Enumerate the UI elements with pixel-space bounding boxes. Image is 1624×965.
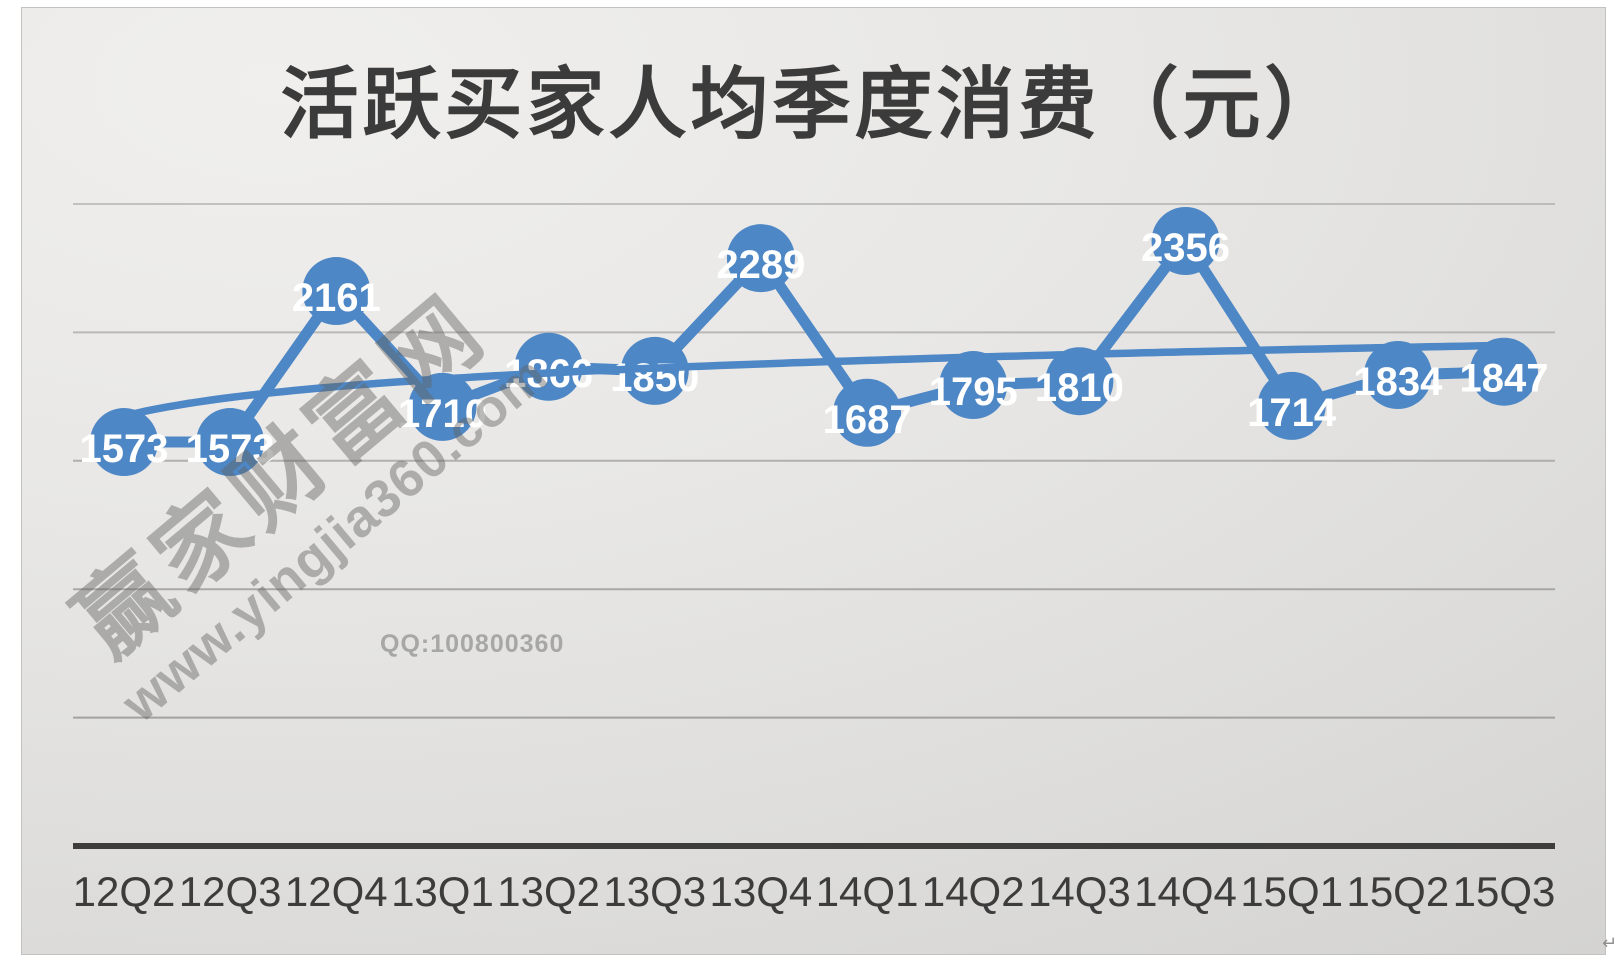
x-axis-label: 13Q1: [391, 868, 494, 915]
x-axis-label: 12Q3: [179, 868, 282, 915]
data-label: 1850: [610, 356, 699, 400]
x-axis-label: 15Q2: [1346, 868, 1449, 915]
x-axis-label: 13Q4: [710, 868, 813, 915]
line-chart: 12Q2 12Q3 12Q4 13Q1 13Q2 13Q3 13Q4 14Q1 14Q2 14Q3…: [73, 203, 1556, 915]
x-axis-label: 14Q4: [1134, 868, 1237, 915]
data-point-marker: [1363, 341, 1432, 410]
data-point-marker: [726, 224, 795, 293]
x-axis-label: 14Q3: [1028, 868, 1131, 915]
data-label: 1834: [1353, 360, 1443, 404]
data-label: 1710: [398, 392, 487, 436]
x-axis-label: 14Q1: [816, 868, 919, 915]
x-axis-label: 12Q4: [285, 868, 388, 915]
x-axis-label: 14Q2: [922, 868, 1025, 915]
data-point-marker: [939, 351, 1008, 420]
data-point-marker: [1470, 337, 1539, 406]
data-point-marker: [90, 408, 158, 477]
trendline: [120, 341, 1508, 420]
data-point-marker: [1257, 371, 1326, 440]
data-point-marker: [833, 378, 902, 447]
data-label: 2289: [716, 243, 805, 287]
data-label: 1687: [823, 398, 912, 442]
x-axis-label: 12Q2: [73, 868, 176, 915]
return-mark: ↵: [1602, 933, 1618, 953]
qq-watermark: QQ:100800360: [380, 630, 565, 658]
data-label: 2161: [292, 276, 381, 320]
data-label: 1847: [1460, 357, 1549, 401]
data-point-marker: [302, 257, 371, 326]
data-label: 2356: [1141, 226, 1230, 270]
data-label: 1573: [80, 427, 169, 471]
x-axis-label: 15Q1: [1240, 868, 1343, 915]
slide-canvas: 活跃买家人均季度消费（元） 12Q2 12Q3 12Q4 13Q1 13Q2 13Q3 13…: [21, 7, 1606, 955]
x-axis-label: 15Q3: [1453, 868, 1556, 915]
data-label: 1714: [1247, 391, 1337, 435]
x-axis-label: 13Q2: [497, 868, 600, 915]
data-point-marker: [1151, 206, 1220, 275]
data-point-marker: [196, 408, 265, 477]
data-point-marker: [1045, 347, 1114, 416]
chart-title: 活跃买家人均季度消费（元）: [280, 61, 1347, 148]
data-label: 1795: [929, 370, 1018, 414]
x-axis-label: 13Q3: [603, 868, 706, 915]
data-point-marker: [514, 332, 583, 401]
data-label: 1573: [186, 427, 275, 471]
data-point-marker: [408, 372, 477, 441]
data-label: 1810: [1035, 366, 1124, 410]
